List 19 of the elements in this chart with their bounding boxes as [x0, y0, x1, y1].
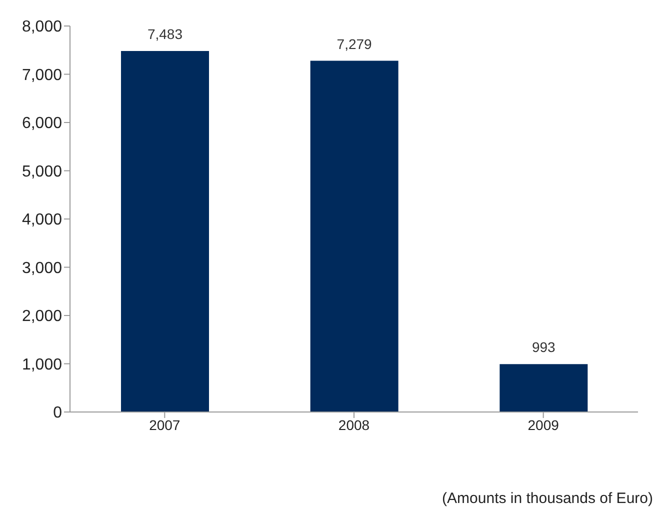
bar — [121, 50, 209, 412]
text: (Amounts in thousands of Euro) — [441, 490, 653, 507]
y-tick-label: 3,000 — [22, 260, 62, 277]
y-tick-label: 8,000 — [22, 18, 62, 36]
y-tick-label: 1,000 — [22, 356, 62, 374]
y-tick-label: 4,000 — [22, 212, 62, 229]
x-tick-label: 2008 — [338, 416, 370, 433]
y-tick-label: 2,000 — [22, 308, 62, 326]
y-tick-label: 7,000 — [22, 66, 62, 84]
y-tick-label: 0 — [53, 404, 62, 422]
data-label: 7,483 — [147, 26, 183, 42]
data-label: 993 — [532, 339, 556, 356]
data-label: 7,279 — [336, 36, 372, 52]
y-tick-label: 6,000 — [22, 115, 62, 132]
y-tick-label: 5,000 — [22, 163, 62, 180]
x-tick-label: 2009 — [528, 416, 560, 433]
bar — [310, 60, 398, 412]
bar — [500, 364, 588, 412]
x-tick-label: 2007 — [149, 416, 180, 433]
